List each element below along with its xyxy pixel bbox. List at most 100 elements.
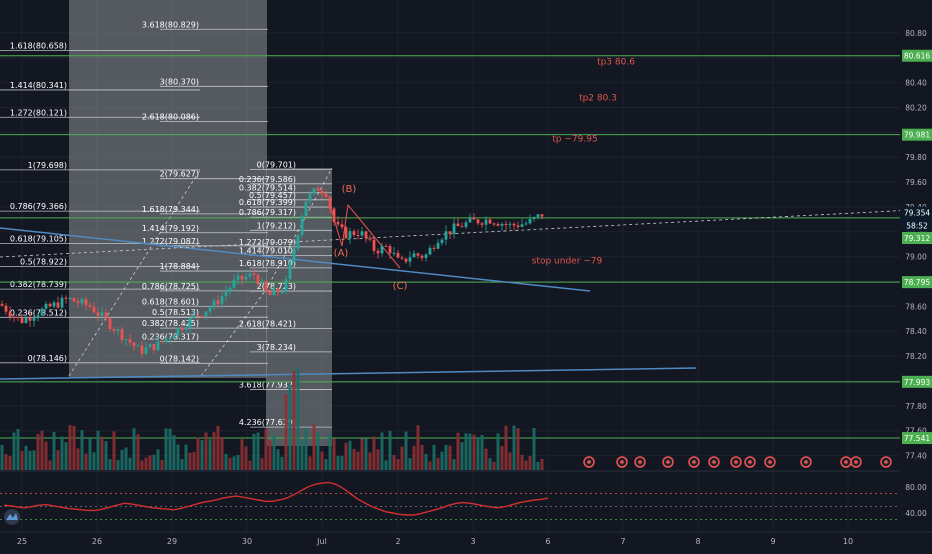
volume-bar (220, 437, 224, 470)
volume-bar (112, 431, 116, 470)
candle-body (520, 224, 524, 227)
volume-bar (520, 454, 524, 470)
candle-body (480, 223, 484, 225)
candle-body (308, 193, 312, 202)
fib-mid-label: 3.618(80.829) (142, 20, 199, 29)
price-badge-label: 77.541 (904, 434, 930, 443)
fib-left-label: 0.5(78.922) (20, 257, 67, 266)
candle-body (216, 300, 220, 305)
fib-guide (68, 169, 201, 377)
volume-bar (532, 427, 536, 470)
volume-bar (484, 448, 488, 470)
candle-body (376, 250, 380, 254)
volume-bar (272, 435, 276, 470)
volume-bar (440, 451, 444, 470)
volume-bar (540, 458, 544, 470)
fib-left-label: 0.786(79.366) (10, 202, 67, 211)
volume-bar (168, 428, 172, 470)
candle-body (344, 227, 348, 239)
candle-body (228, 287, 232, 292)
price-tick-label: 79.60 (905, 178, 927, 187)
fib-right-label: 3(78.234) (257, 343, 296, 352)
candle-body (136, 345, 140, 347)
volume-bar (376, 449, 380, 470)
volume-bar (4, 454, 8, 470)
candle-body (232, 279, 236, 288)
time-tick-label: Jul (316, 537, 327, 546)
time-tick-label: 6 (545, 537, 550, 546)
candle-body (172, 335, 176, 339)
candle-body (96, 312, 100, 316)
volume-bar (212, 432, 216, 470)
volume-bar (296, 367, 300, 470)
volume-bar (292, 371, 296, 470)
candle-body (312, 188, 316, 194)
fib-mid-label: 1(78.884) (160, 262, 199, 271)
volume-bar (8, 456, 12, 470)
candle-body (104, 312, 108, 319)
candle-body (144, 347, 148, 354)
annotation-text: stop under ~79 (532, 256, 603, 266)
candle-body (220, 296, 224, 305)
volume-bar (36, 433, 40, 470)
oscillator-line (3, 481, 549, 516)
volume-bar (132, 428, 136, 470)
volume-bar (156, 449, 160, 470)
price-badge (902, 232, 932, 244)
candle-body (508, 223, 512, 225)
volume-bar (436, 458, 440, 470)
fib-mid-label: 1.618(79.344) (142, 205, 199, 214)
candle-body (484, 219, 488, 225)
event-marker-dot (587, 460, 591, 464)
horizontal-levels (0, 55, 900, 439)
event-marker-dot (768, 460, 772, 464)
price-badge (902, 49, 932, 62)
volume-bar (144, 457, 148, 470)
candle-body (388, 246, 392, 254)
volume-bar (480, 434, 484, 470)
price-badge (902, 128, 932, 141)
candle-body (236, 275, 240, 280)
volume-bar (396, 459, 400, 470)
volume-bar (352, 449, 356, 470)
volume-bar (24, 445, 28, 470)
price-tick-label: 80.20 (905, 103, 927, 112)
volume-bar (472, 434, 476, 470)
candle-body (320, 191, 324, 194)
volume-bar (424, 453, 428, 470)
candle-body (316, 188, 320, 192)
fib-right-label: 0.618(79.399) (239, 198, 296, 207)
volume-bar (412, 445, 416, 470)
annotation-text: tp2 80.3 (579, 94, 617, 104)
volume-bar (232, 456, 236, 470)
fib-right-label: 0.786(79.317) (239, 208, 296, 217)
fib-right-label: 0.236(79.586) (239, 175, 296, 184)
volume-bar (108, 459, 112, 470)
fib-mid-label: 0.382(78.425) (142, 319, 199, 328)
volume-bar (416, 425, 420, 470)
volume-bar (76, 448, 80, 470)
candle-body (536, 214, 540, 218)
volume-bar (304, 427, 308, 470)
volume-bar (56, 450, 60, 470)
candle-body (120, 329, 124, 340)
candle-body (280, 291, 284, 293)
volume-bar (264, 428, 268, 470)
candle-body (208, 307, 212, 312)
event-marker-dot (734, 460, 738, 464)
volume-bar (336, 456, 340, 470)
event-marker-dot (666, 460, 670, 464)
volume-bar (284, 394, 288, 470)
volume-bar (496, 433, 500, 470)
volume-bar (104, 441, 108, 470)
oscillator (0, 481, 900, 520)
price-tick-label: 80.40 (905, 79, 927, 88)
candle-body (116, 329, 120, 331)
candle-body (456, 223, 460, 227)
candle-body (488, 219, 492, 224)
candle-body (156, 341, 160, 351)
volume-bar (124, 447, 128, 470)
candle-body (408, 257, 412, 262)
